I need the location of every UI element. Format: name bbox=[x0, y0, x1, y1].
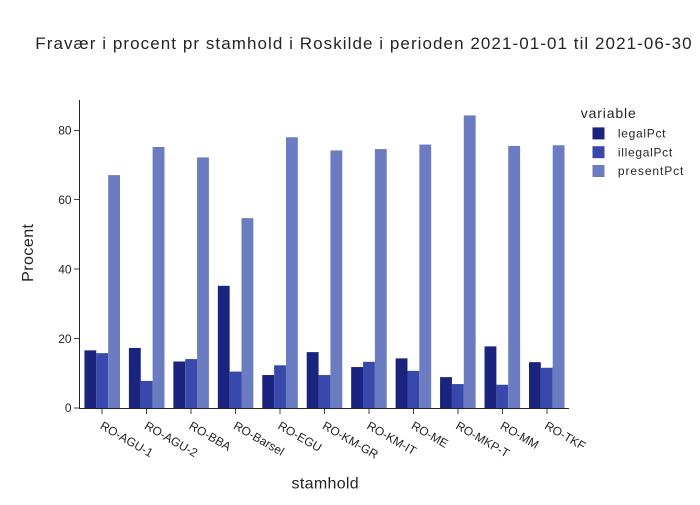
svg-text:variable: variable bbox=[581, 105, 637, 121]
svg-text:20: 20 bbox=[58, 332, 72, 346]
svg-text:0: 0 bbox=[65, 401, 72, 415]
svg-text:60: 60 bbox=[58, 193, 72, 207]
svg-text:presentPct: presentPct bbox=[618, 164, 684, 178]
svg-text:Procent: Procent bbox=[20, 223, 37, 281]
svg-text:illegalPct: illegalPct bbox=[618, 145, 673, 159]
svg-text:40: 40 bbox=[58, 262, 72, 276]
svg-text:Fravær i procent pr stamhold i: Fravær i procent pr stamhold i Roskilde … bbox=[35, 34, 692, 53]
svg-text:stamhold: stamhold bbox=[292, 476, 359, 493]
svg-text:legalPct: legalPct bbox=[618, 127, 666, 141]
svg-text:80: 80 bbox=[58, 124, 72, 138]
